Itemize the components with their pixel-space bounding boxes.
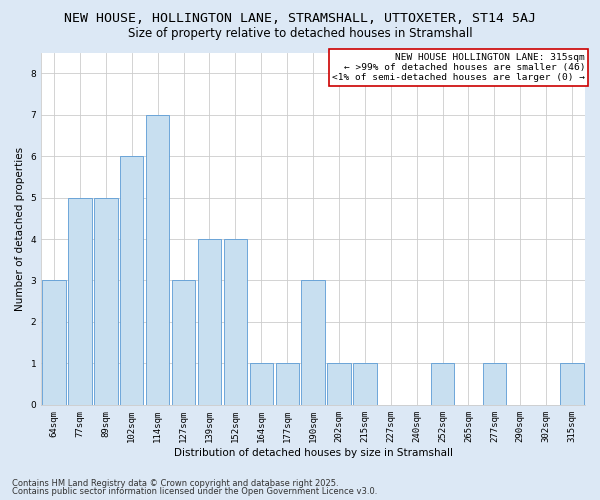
Text: Contains public sector information licensed under the Open Government Licence v3: Contains public sector information licen…	[12, 487, 377, 496]
Y-axis label: Number of detached properties: Number of detached properties	[15, 146, 25, 310]
Bar	[301, 280, 325, 405]
Bar	[250, 364, 273, 405]
Bar	[43, 280, 66, 405]
Text: Size of property relative to detached houses in Stramshall: Size of property relative to detached ho…	[128, 28, 472, 40]
Bar	[431, 364, 454, 405]
Bar	[172, 280, 195, 405]
Bar	[353, 364, 377, 405]
Bar	[483, 364, 506, 405]
Bar	[560, 364, 584, 405]
Bar	[275, 364, 299, 405]
Text: NEW HOUSE HOLLINGTON LANE: 315sqm
← >99% of detached houses are smaller (46)
<1%: NEW HOUSE HOLLINGTON LANE: 315sqm ← >99%…	[332, 52, 585, 82]
Bar	[120, 156, 143, 405]
Bar	[198, 239, 221, 405]
Text: NEW HOUSE, HOLLINGTON LANE, STRAMSHALL, UTTOXETER, ST14 5AJ: NEW HOUSE, HOLLINGTON LANE, STRAMSHALL, …	[64, 12, 536, 26]
Bar	[68, 198, 92, 405]
Bar	[94, 198, 118, 405]
X-axis label: Distribution of detached houses by size in Stramshall: Distribution of detached houses by size …	[173, 448, 452, 458]
Text: Contains HM Land Registry data © Crown copyright and database right 2025.: Contains HM Land Registry data © Crown c…	[12, 478, 338, 488]
Bar	[328, 364, 350, 405]
Bar	[224, 239, 247, 405]
Bar	[146, 114, 169, 405]
